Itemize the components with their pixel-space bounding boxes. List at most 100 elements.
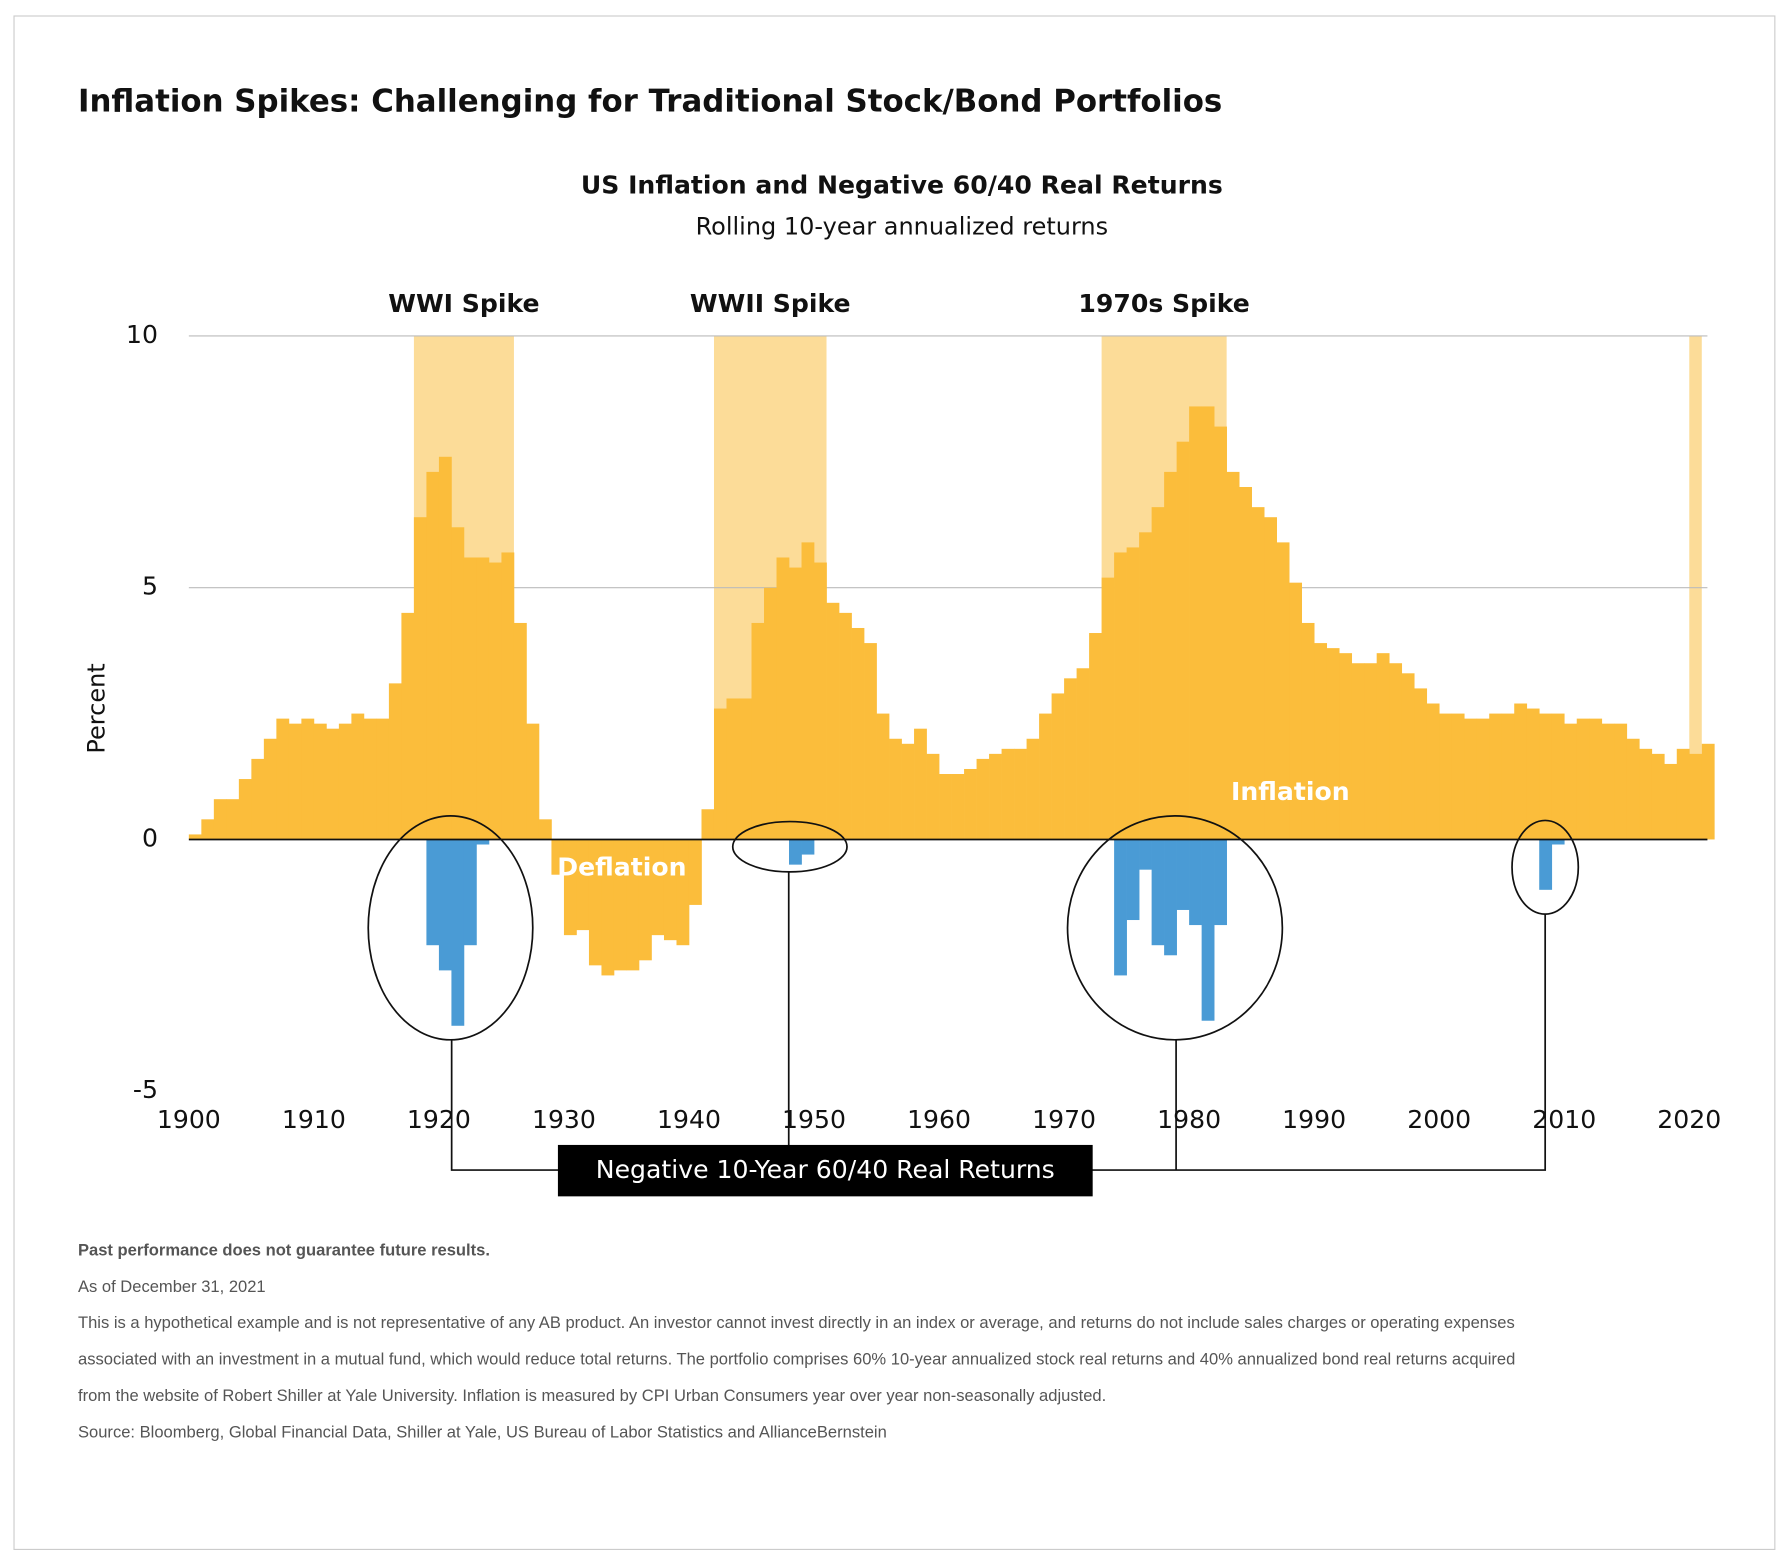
y-tick-label: -5 <box>133 1075 158 1104</box>
spike-label: WWII Spike <box>690 289 851 318</box>
bar <box>1139 532 1152 840</box>
bar <box>1126 839 1140 921</box>
bar <box>638 839 652 961</box>
bar <box>1651 753 1665 840</box>
bar <box>463 839 477 946</box>
x-tick-label: 2000 <box>1407 1105 1471 1134</box>
bar <box>1051 693 1065 840</box>
bar <box>1164 471 1177 840</box>
bar <box>201 819 215 840</box>
bar <box>1451 713 1465 840</box>
bar <box>338 723 352 840</box>
bar <box>263 738 277 840</box>
bar <box>651 839 665 936</box>
callout-label: Negative 10-Year 60/40 Real Returns <box>596 1155 1055 1184</box>
bar <box>951 774 965 840</box>
bar <box>1314 643 1328 840</box>
bar <box>1401 673 1415 840</box>
bar <box>751 622 765 840</box>
bar <box>889 738 902 840</box>
bar <box>1276 542 1290 840</box>
bar <box>1351 663 1365 840</box>
bar <box>1551 839 1565 845</box>
bar <box>1126 547 1140 840</box>
bar <box>238 779 252 840</box>
bar <box>676 839 690 946</box>
x-tick-label: 1930 <box>532 1105 596 1134</box>
bar <box>926 753 940 840</box>
bar <box>1001 748 1015 840</box>
bar <box>1489 713 1503 840</box>
bar <box>1226 471 1240 840</box>
bar <box>1689 753 1703 840</box>
x-tick-label: 2020 <box>1657 1105 1721 1134</box>
bar <box>488 562 502 840</box>
bar <box>526 723 540 840</box>
bar <box>1076 668 1090 840</box>
bar <box>1301 622 1315 840</box>
bar <box>826 602 840 840</box>
bar <box>764 587 777 840</box>
bar <box>1039 713 1052 840</box>
bar <box>1176 839 1190 910</box>
bar <box>801 542 815 840</box>
bar <box>701 809 715 840</box>
bar <box>388 683 402 840</box>
bar <box>1176 441 1190 840</box>
bar <box>939 774 952 840</box>
bar <box>1464 718 1478 840</box>
y-axis-label: Percent <box>82 663 110 753</box>
bar <box>1339 653 1353 840</box>
footnote: This is a hypothetical example and is no… <box>78 1313 1515 1332</box>
bar <box>426 839 440 946</box>
bar <box>451 527 465 840</box>
bar <box>1614 723 1628 840</box>
bar <box>613 839 627 971</box>
callout-box <box>557 1144 1093 1197</box>
bar <box>1626 738 1640 840</box>
bar <box>713 708 727 840</box>
bar <box>864 643 877 840</box>
bar <box>188 834 202 840</box>
footnote: Past performance does not guarantee futu… <box>78 1241 490 1260</box>
bar <box>1214 839 1227 926</box>
x-tick-label: 1970 <box>1032 1105 1096 1134</box>
bar <box>1101 577 1115 840</box>
bar <box>313 723 327 840</box>
bar <box>1289 582 1303 840</box>
bar <box>1439 713 1453 840</box>
callout-ellipse <box>1066 814 1284 1041</box>
series-label: Inflation <box>1231 777 1350 806</box>
bar <box>1476 718 1490 840</box>
bar <box>1214 426 1227 840</box>
x-tick-label: 1910 <box>282 1105 346 1134</box>
bar <box>1089 633 1102 840</box>
bar <box>789 567 802 840</box>
bar <box>1701 743 1715 840</box>
bar <box>776 557 790 840</box>
x-tick-label: 1920 <box>407 1105 471 1134</box>
footnote: As of December 31, 2021 <box>78 1277 266 1296</box>
bar <box>288 723 302 840</box>
bar <box>851 627 865 840</box>
chart-title: Inflation Spikes: Challenging for Tradit… <box>78 83 1222 119</box>
bar <box>1589 718 1603 840</box>
bar <box>376 718 390 840</box>
bar <box>326 728 340 840</box>
y-tick-label: 10 <box>126 320 158 349</box>
bar <box>1364 663 1378 840</box>
bar <box>964 768 977 840</box>
bar <box>363 718 377 840</box>
bar <box>801 839 815 855</box>
bar <box>426 471 440 840</box>
bar <box>1139 839 1152 870</box>
footnote: Source: Bloomberg, Global Financial Data… <box>78 1422 887 1441</box>
x-tick-label: 1940 <box>657 1105 721 1134</box>
bar <box>463 557 477 840</box>
bar <box>1151 839 1165 946</box>
bar <box>438 456 452 840</box>
bar <box>1564 723 1578 840</box>
x-tick-label: 2010 <box>1532 1105 1596 1134</box>
